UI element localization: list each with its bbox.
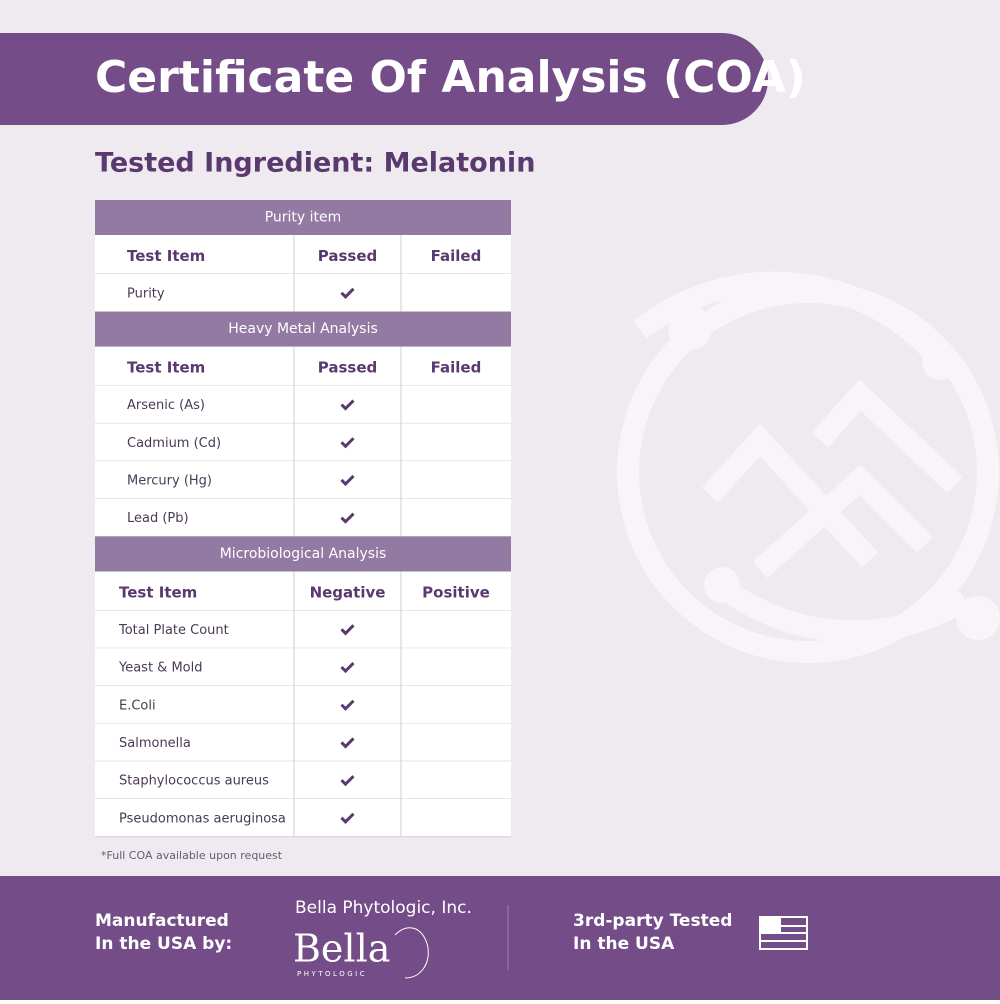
check-icon: [340, 399, 355, 411]
check-icon: [340, 699, 355, 711]
footer-bar: [0, 876, 1000, 1000]
test-item: Pseudomonas aeruginosa: [119, 811, 286, 826]
check-icon: [340, 737, 355, 749]
watermark-logo: [617, 271, 999, 663]
column-header: Test Item: [127, 247, 205, 265]
test-item: Mercury (Hg): [127, 473, 212, 488]
row-bg: [95, 423, 511, 462]
manufactured-line: In the USA by:: [95, 934, 232, 954]
subtitle: Tested Ingredient: Melatonin: [95, 148, 535, 179]
row-bg: [95, 346, 511, 386]
column-header: Passed: [318, 359, 377, 377]
footnote: *Full COA available upon request: [101, 849, 283, 862]
test-item: Purity: [127, 286, 165, 301]
tested-line: In the USA: [573, 934, 675, 954]
section-title: Heavy Metal Analysis: [228, 321, 378, 337]
row-bg: [95, 723, 511, 762]
row-bg: [95, 571, 511, 611]
check-icon: [340, 512, 355, 524]
logo-name: Bella: [293, 927, 390, 971]
check-icon: [340, 775, 355, 787]
column-header: Failed: [431, 359, 482, 377]
section-header: [95, 200, 511, 235]
test-item: Staphylococcus aureus: [119, 774, 269, 789]
manufactured-line: Manufactured: [95, 911, 229, 931]
test-item: Cadmium (Cd): [127, 436, 221, 451]
header-bar: [0, 33, 768, 125]
tested-line: 3rd-party Tested: [573, 911, 732, 931]
usa-flag: [759, 916, 808, 950]
company-name: Bella Phytologic, Inc.: [295, 898, 472, 918]
section-header: [95, 311, 511, 347]
column-header: Negative: [310, 584, 386, 602]
coa-table: Purity item Test Item Passed Failed Purity He…: [95, 200, 511, 838]
test-item: Total Plate Count: [118, 623, 229, 638]
check-icon: [340, 624, 355, 636]
check-icon: [340, 474, 355, 487]
column-header: Test Item: [119, 584, 197, 602]
row-bg: [95, 610, 511, 649]
row-bg: [95, 235, 511, 274]
test-item: Arsenic (As): [127, 398, 205, 413]
column-header: Passed: [318, 247, 377, 265]
row-bg: [95, 799, 511, 837]
check-icon: [340, 287, 355, 299]
column-header: Failed: [431, 247, 482, 265]
row-bg: [95, 498, 511, 537]
section-title: Microbiological Analysis: [220, 546, 387, 562]
column-header: Test Item: [127, 359, 205, 377]
row-bg: [95, 274, 511, 312]
section-header: [95, 536, 511, 572]
check-icon: [340, 812, 355, 824]
title: Certificate Of Analysis (COA): [95, 52, 806, 103]
watermark-dots: [668, 306, 1000, 640]
logo-sub: PHYTOLOGIC: [297, 970, 367, 978]
row-bg: [95, 761, 511, 799]
logo-figure: [394, 927, 429, 979]
test-item: Salmonella: [119, 736, 191, 751]
row-bg: [95, 385, 511, 424]
test-item: Yeast & Mold: [118, 661, 202, 676]
row-bg: [95, 648, 511, 686]
check-icon: [340, 661, 355, 674]
section-title: Purity item: [265, 210, 342, 226]
test-item: E.Coli: [119, 698, 156, 713]
column-header: Positive: [422, 584, 490, 602]
row-bg: [95, 685, 511, 724]
check-icon: [340, 437, 355, 449]
row-bg: [95, 461, 511, 499]
test-item: Lead (Pb): [127, 511, 189, 526]
